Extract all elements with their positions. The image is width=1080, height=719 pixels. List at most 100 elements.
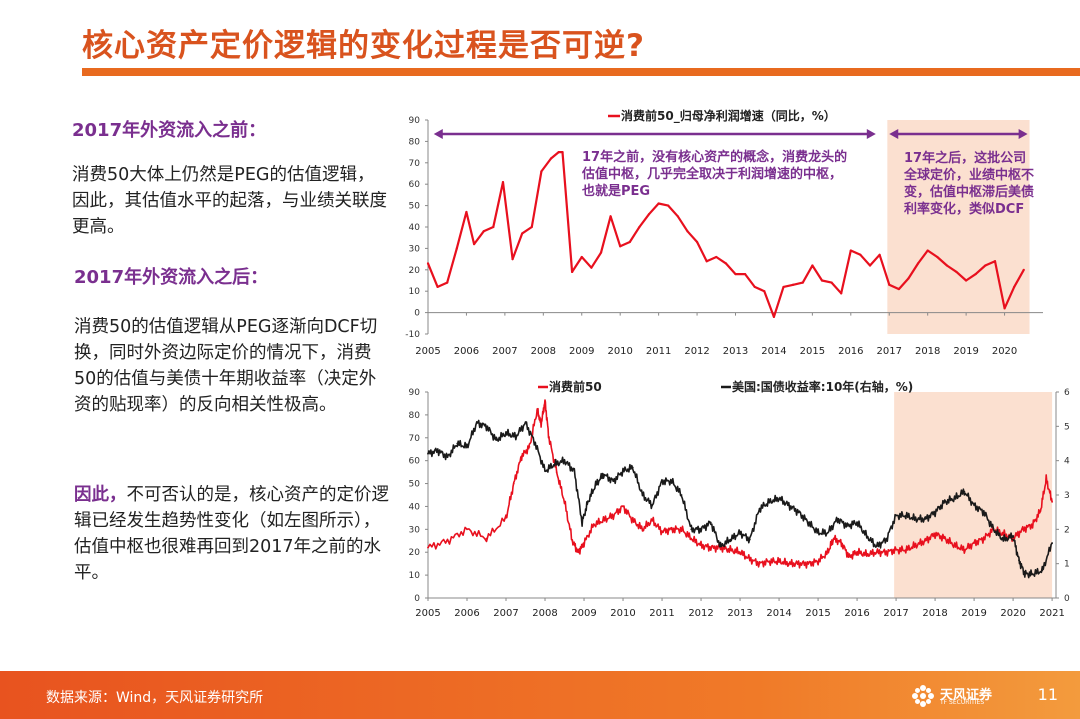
pre-2017-arrow-left-head <box>433 129 443 139</box>
x-tick-label: 2009 <box>569 346 594 357</box>
consumer50-point <box>1039 510 1042 512</box>
profit-growth-point <box>782 285 785 289</box>
right-tick-label: 5 <box>1064 422 1070 432</box>
profit-growth-line <box>426 150 1025 318</box>
profit-growth-point <box>599 251 603 254</box>
ust10y-point <box>700 528 702 531</box>
left-tick-label: 20 <box>409 548 421 558</box>
profit-growth-point <box>859 253 862 256</box>
x-tick-label: 2015 <box>805 608 830 619</box>
consumer50-point <box>1012 537 1014 540</box>
left-tick-label: 50 <box>409 480 421 490</box>
profit-growth-point <box>734 272 737 276</box>
consumer50-point <box>739 551 741 554</box>
ust10y-point <box>817 531 819 534</box>
left-tick-label: 80 <box>409 411 421 421</box>
profit-growth-point <box>907 277 910 280</box>
ust10y-point <box>631 466 634 469</box>
consumer50-point <box>612 514 615 517</box>
ust10y-point <box>544 470 546 472</box>
consumer50-point <box>914 544 917 547</box>
profit-growth-point <box>609 215 612 218</box>
consumer50-point <box>1051 500 1053 503</box>
consumer50-point <box>1002 533 1005 535</box>
consumer50-point <box>797 562 800 565</box>
ust10y-point <box>534 442 537 445</box>
profit-growth-point <box>945 264 949 267</box>
left-tick-label: 90 <box>409 388 421 398</box>
consumer50-point <box>528 446 531 448</box>
profit-growth-point <box>801 281 804 284</box>
y-tick-label: 90 <box>409 116 421 126</box>
footer-bar: 数据来源：Wind，天风证券研究所 天风证券 TF SECURITIES 11 <box>0 671 1080 719</box>
consumer50-point <box>512 482 515 485</box>
left-tick-label: 70 <box>409 434 421 444</box>
pre-2017-arrow-right-head <box>866 129 876 139</box>
ust10y-point <box>680 494 683 496</box>
consumer50-point <box>865 553 868 556</box>
ust10y-point <box>1041 569 1044 572</box>
ust10y-point <box>934 511 936 514</box>
consumer50-point <box>963 549 966 551</box>
consumer50-point <box>602 519 605 522</box>
consumer50-point <box>427 546 429 549</box>
profit-growth-point <box>667 204 670 207</box>
y-tick-label: 20 <box>409 266 421 276</box>
left-tick-label: 10 <box>409 571 421 581</box>
consumer50-point <box>1045 478 1048 480</box>
consumer50-point <box>592 523 595 526</box>
profit-growth-point <box>965 279 968 282</box>
consumer50-point <box>540 423 543 425</box>
profit-growth-chart: -10 0 10 20 30 40 50 60 70 80 90 2005 2006 2007 2008 20… <box>405 108 1043 357</box>
consumer50-point <box>571 539 574 542</box>
consumer50-point <box>885 551 888 554</box>
profit-growth-point <box>830 281 833 284</box>
x-tick-label: 2013 <box>723 346 748 357</box>
consumer50-point <box>520 455 523 457</box>
right-tick-label: 3 <box>1064 491 1070 501</box>
consumer50-point <box>641 528 644 531</box>
ust10y-point <box>1018 559 1020 562</box>
consumer50-point <box>953 544 956 547</box>
ust10y-point <box>581 521 583 524</box>
ust10y-point <box>594 483 597 486</box>
consumer50-point <box>661 530 663 533</box>
profit-growth-point <box>772 315 776 318</box>
profit-growth-point <box>619 245 622 248</box>
legend-label: 消费前50_归母净利润增速（同比，%） <box>621 108 836 124</box>
consumer50-point <box>943 537 946 540</box>
consumer50-point <box>651 519 654 522</box>
consumer50-point <box>758 562 761 565</box>
profit-growth-point <box>1013 285 1016 289</box>
brand-name: 天风证券 <box>940 688 993 703</box>
profit-growth-point <box>501 180 505 184</box>
ust10y-point <box>826 531 829 534</box>
profit-growth-point <box>868 264 872 267</box>
profit-growth-point <box>521 232 524 235</box>
left-tick-label: 0 <box>414 594 420 604</box>
ust10y-point <box>1023 573 1026 575</box>
consumer50-point <box>748 558 751 560</box>
ust10y-point <box>875 545 878 548</box>
left-tick-label: 60 <box>409 457 421 467</box>
consumer50-point <box>466 528 468 531</box>
profit-growth-point <box>974 272 977 276</box>
x-tick-label: 2020 <box>992 346 1017 357</box>
heading-before-2017: 2017年外资流入之前： <box>72 120 267 141</box>
ust10y-point <box>446 456 449 459</box>
y-tick-label: 0 <box>414 309 420 319</box>
ust10y-point <box>670 480 673 483</box>
y-tick-label: 30 <box>409 244 421 254</box>
post-2017-shade <box>894 392 1053 598</box>
x-tick-label: 2006 <box>454 608 479 619</box>
profit-growth-point <box>590 266 593 269</box>
consumer50-point <box>709 546 712 549</box>
y-tick-label: 40 <box>409 223 421 233</box>
paragraph-before-2017: 消费50大体上仍然是PEG的估值逻辑，因此，其估值水平的起落，与业绩关联度更高。 <box>72 165 387 237</box>
x-tick-label: 2019 <box>953 346 978 357</box>
ust10y-yield-line <box>427 419 1053 579</box>
ust10y-point <box>612 480 615 483</box>
profit-growth-point <box>695 240 699 244</box>
ust10y-point <box>602 473 605 476</box>
consumer50-point <box>505 516 507 519</box>
